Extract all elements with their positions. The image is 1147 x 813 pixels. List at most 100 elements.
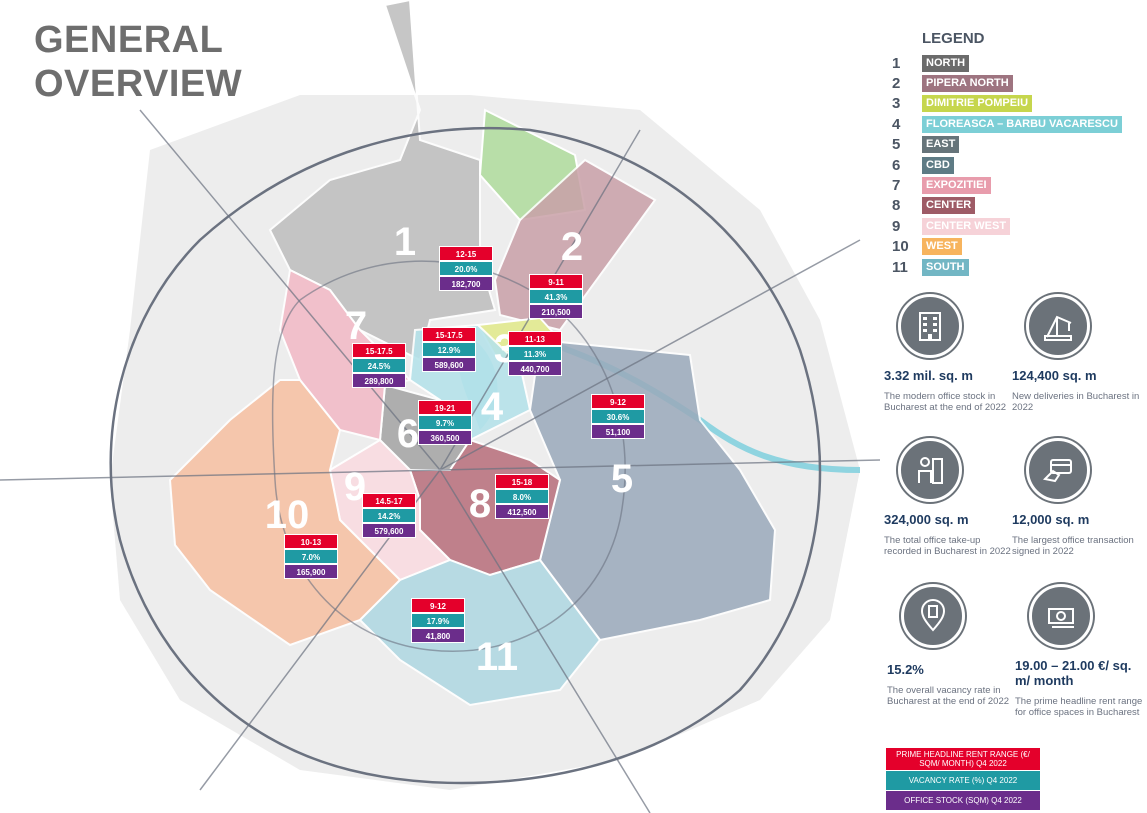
legend-number: 9 xyxy=(892,217,901,235)
zone-label-8: 8 xyxy=(469,482,491,526)
legend: LEGEND 1 NORTH 2 PIPERA NORTH 3 DIMITRIE POMP… xyxy=(892,30,1142,277)
kpi-vacancy: 15.2% The overall vacancy rate in Buchar… xyxy=(887,584,1017,707)
handshake-card-icon xyxy=(1026,438,1090,502)
kpi-description: The modern office stock in Bucharest at … xyxy=(884,391,1007,413)
legend-label: PIPERA NORTH xyxy=(922,75,1013,93)
office-building-icon xyxy=(898,294,962,358)
vacancy-rate: 41.3% xyxy=(529,289,583,304)
office-stock: 51,100 xyxy=(591,424,645,439)
legend-item: 5 EAST xyxy=(892,135,1142,155)
legend-label: CENTER WEST xyxy=(922,217,1011,235)
rent-range: 10-13 xyxy=(284,534,338,549)
vacancy-rate: 7.0% xyxy=(284,549,338,564)
zone-label-2: 2 xyxy=(561,225,583,269)
office-stock: 289,800 xyxy=(352,373,406,388)
zone-5-stats: 9-12 30.6% 51,100 xyxy=(591,394,645,439)
legend-item: 2 PIPERA NORTH xyxy=(892,73,1142,93)
zone-9-stats: 14.5-17 14.2% 579,600 xyxy=(362,493,416,538)
legend-number: 3 xyxy=(892,95,901,113)
kpi-value: 124,400 sq. m xyxy=(1012,368,1097,383)
title-line-1: GENERAL xyxy=(34,19,224,61)
kpi-value: 15.2% xyxy=(887,662,924,677)
crane-icon xyxy=(1026,294,1090,358)
office-stock: 412,500 xyxy=(495,504,549,519)
zone-label-7: 7 xyxy=(345,304,367,348)
bucharest-office-map: 1 2 3 4 5 6 7 8 9 10 11 xyxy=(0,0,880,813)
office-worker-icon xyxy=(898,438,962,502)
page-title: GENERAL OVERVIEW xyxy=(34,18,242,106)
zone-label-5: 5 xyxy=(611,457,633,501)
legend-number: 7 xyxy=(892,177,901,195)
office-stock: 589,600 xyxy=(422,357,476,372)
legend-number: 11 xyxy=(892,258,908,276)
legend-item: 7 EXPOZITIEI xyxy=(892,175,1142,195)
office-stock: 165,900 xyxy=(284,564,338,579)
vacancy-rate: 30.6% xyxy=(591,409,645,424)
vacancy-rate: 14.2% xyxy=(362,508,416,523)
money-icon xyxy=(1029,584,1093,648)
title-line-2: OVERVIEW xyxy=(34,63,243,105)
rent-range: 11-13 xyxy=(508,331,562,346)
legend-item: 10 WEST xyxy=(892,237,1142,257)
legend-number: 10 xyxy=(892,238,909,256)
color-key: PRIME HEADLINE RENT RANGE (€/ SQM/ MONTH… xyxy=(886,748,1040,811)
kpi-description: The prime headline rent range for office… xyxy=(1015,696,1143,718)
legend-item: 8 CENTER xyxy=(892,196,1142,216)
rent-range: 19-21 xyxy=(418,400,472,415)
vacancy-rate: 9.7% xyxy=(418,415,472,430)
legend-title: LEGEND xyxy=(922,30,985,47)
zone-7-stats: 15-17.5 24.5% 289,800 xyxy=(352,343,406,388)
rent-range: 15-18 xyxy=(495,474,549,489)
zone-6-stats: 19-21 9.7% 360,500 xyxy=(418,400,472,445)
kpi-value: 324,000 sq. m xyxy=(884,512,969,527)
zone-label-4: 4 xyxy=(481,385,504,429)
rent-range: 9-12 xyxy=(591,394,645,409)
office-stock: 182,700 xyxy=(439,276,493,291)
vacancy-rate: 20.0% xyxy=(439,261,493,276)
legend-label: CBD xyxy=(922,156,954,174)
legend-number: 2 xyxy=(892,75,901,93)
office-stock: 360,500 xyxy=(418,430,472,445)
kpi-prime-rent: 19.00 – 21.00 €/ sq. m/ month The prime … xyxy=(1015,584,1145,718)
rent-range: 15-17.5 xyxy=(422,327,476,342)
legend-label: DIMITRIE POMPEIU xyxy=(922,95,1033,113)
office-stock: 440,700 xyxy=(508,361,562,376)
legend-item: 1 NORTH xyxy=(892,53,1142,73)
zone-10-stats: 10-13 7.0% 165,900 xyxy=(284,534,338,579)
zone-11-south xyxy=(358,558,602,707)
rent-range: 12-15 xyxy=(439,246,493,261)
rent-range: 14.5-17 xyxy=(362,493,416,508)
office-stock: 41,800 xyxy=(411,628,465,643)
zone-11-stats: 9-12 17.9% 41,800 xyxy=(411,598,465,643)
zone-label-6: 6 xyxy=(397,412,419,456)
legend-item: 9 CENTER WEST xyxy=(892,216,1142,236)
key-stock: OFFICE STOCK (SQM) Q4 2022 xyxy=(886,791,1040,810)
kpi-description: The total office take-up recorded in Buc… xyxy=(884,535,1011,557)
kpi-description: The overall vacancy rate in Bucharest at… xyxy=(887,685,1010,707)
zone-3-stats: 11-13 11.3% 440,700 xyxy=(508,331,562,376)
legend-label: FLOREASCA – BARBU VACARESCU xyxy=(922,115,1122,133)
legend-item: 6 CBD xyxy=(892,155,1142,175)
zone-10-west xyxy=(168,379,402,647)
ring-road xyxy=(109,126,822,785)
key-vacancy: VACANCY RATE (%) Q4 2022 xyxy=(886,771,1040,790)
zone-2-stats: 9-11 41.3% 210,500 xyxy=(529,274,583,319)
zone-4-stats: 15-17.5 12.9% 589,600 xyxy=(422,327,476,372)
kpi-description: New deliveries in Bucharest in 2022 xyxy=(1012,391,1140,413)
legend-label: CENTER xyxy=(922,197,976,215)
kpi-value: 3.32 mil. sq. m xyxy=(884,368,973,383)
legend-number: 6 xyxy=(892,156,901,174)
vacancy-rate: 12.9% xyxy=(422,342,476,357)
kpi-description: The largest office transaction signed in… xyxy=(1012,535,1134,557)
legend-number: 8 xyxy=(892,197,901,215)
key-rent: PRIME HEADLINE RENT RANGE (€/ SQM/ MONTH… xyxy=(886,748,1040,770)
kpi-largest-transaction: 12,000 sq. m The largest office transact… xyxy=(1012,438,1142,557)
legend-item: 11 SOUTH xyxy=(892,257,1142,277)
legend-number: 1 xyxy=(892,54,901,72)
location-building-icon xyxy=(901,584,965,648)
kpi-value: 12,000 sq. m xyxy=(1012,512,1090,527)
legend-label: EXPOZITIEI xyxy=(922,177,991,195)
vacancy-rate: 24.5% xyxy=(352,358,406,373)
rent-range: 9-11 xyxy=(529,274,583,289)
kpi-office-stock: 3.32 mil. sq. m The modern office stock … xyxy=(884,294,1014,413)
